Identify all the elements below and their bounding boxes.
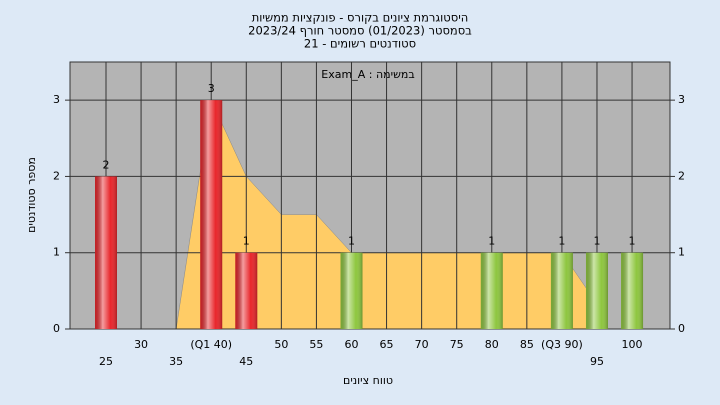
bar-shine	[550, 252, 573, 329]
bar-shine	[585, 252, 608, 329]
bar-shine	[200, 100, 223, 330]
x-tick-label: 25	[99, 355, 113, 368]
bar-shine	[235, 252, 258, 329]
x-tick-label: 60	[344, 338, 358, 351]
x-tick-label: (Q3 90)	[541, 338, 583, 351]
y-tick-label: 3	[53, 93, 60, 106]
bar-shine	[621, 252, 644, 329]
y-axis-label: מספר סטודנטים	[25, 157, 38, 233]
x-tick-label: 65	[380, 338, 394, 351]
plot-frame	[69, 61, 671, 330]
y-tick-label: 2	[53, 169, 60, 182]
chart-title: סטודנטים רשומים - 21	[304, 37, 416, 51]
x-tick-label: 100	[622, 338, 643, 351]
data-label: 2	[103, 158, 110, 171]
data-label: 1	[488, 235, 495, 248]
x-tick-label: 30	[134, 338, 148, 351]
annotation: במשימה : Exam_A	[321, 68, 414, 81]
y-tick-label: 1	[53, 246, 60, 259]
data-label: 3	[208, 82, 215, 95]
data-label: 1	[629, 235, 636, 248]
y2-tick-label: 1	[678, 246, 685, 259]
y2-tick-label: 2	[678, 169, 685, 182]
data-label: 1	[348, 235, 355, 248]
x-axis-label: טווח ציונים	[343, 374, 393, 387]
x-tick-label: 35	[169, 355, 183, 368]
bar-shine	[340, 252, 363, 329]
y2-tick-label: 3	[678, 93, 685, 106]
x-tick-label: 50	[274, 338, 288, 351]
data-label: 1	[593, 235, 600, 248]
x-tick-label: 70	[415, 338, 429, 351]
x-tick-label: 75	[450, 338, 464, 351]
chart-title: היסטוגרמת ציונים בקורס - פונקציות ממשיות	[252, 11, 469, 25]
chart-title: בסמסטר (01/2023) סמסטר חורף 2023/24	[248, 24, 472, 38]
x-tick-label: (Q1 40)	[190, 338, 232, 351]
y-tick-label: 0	[53, 322, 60, 335]
x-tick-label: 95	[590, 355, 604, 368]
data-label: 1	[558, 235, 565, 248]
data-label: 1	[243, 235, 250, 248]
x-tick-label: 55	[309, 338, 323, 351]
x-tick-label: 85	[520, 338, 534, 351]
y2-tick-label: 0	[678, 322, 685, 335]
bar-shine	[480, 252, 503, 329]
x-tick-label: 45	[239, 355, 253, 368]
x-tick-label: 80	[485, 338, 499, 351]
bar-shine	[95, 176, 117, 329]
